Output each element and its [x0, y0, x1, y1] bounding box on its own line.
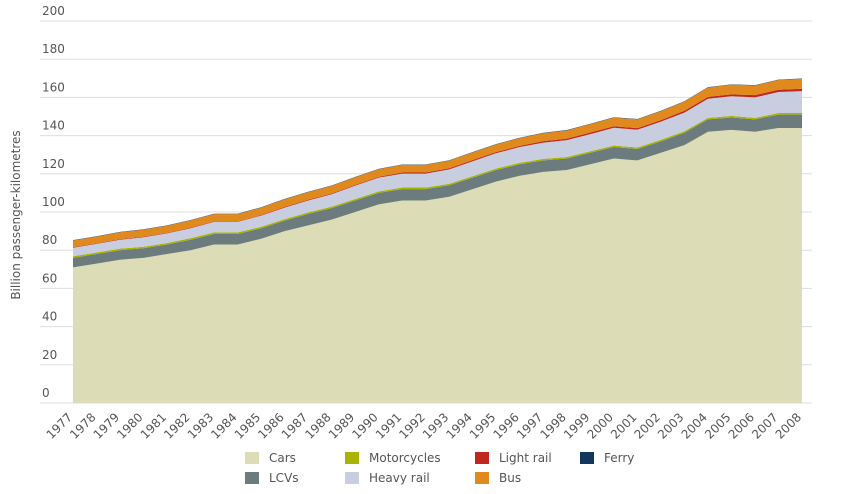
y-tick-label: 100 [42, 195, 65, 209]
x-tick-label: 1997 [514, 410, 545, 441]
legend-swatch [245, 452, 259, 464]
legend-label: Cars [269, 451, 296, 465]
y-tick-label: 140 [42, 119, 65, 133]
x-tick-label: 1979 [91, 410, 122, 441]
x-tick-label: 2002 [632, 410, 663, 441]
legend-swatch [580, 452, 594, 464]
y-tick-label: 60 [42, 271, 57, 285]
x-tick-label: 1996 [490, 410, 521, 441]
legend-label: Motorcycles [369, 451, 441, 465]
y-tick-label: 40 [42, 310, 57, 324]
x-tick-label: 2000 [584, 410, 615, 441]
area [73, 114, 802, 268]
x-tick-label: 2008 [773, 410, 804, 441]
legend-label: Ferry [604, 451, 634, 465]
y-tick-label: 160 [42, 80, 65, 94]
x-tick-label: 1982 [161, 410, 192, 441]
legend-label: LCVs [269, 471, 299, 485]
x-tick-label: 1986 [255, 410, 286, 441]
legend-swatch [245, 472, 259, 484]
x-tick-label: 2005 [702, 410, 733, 441]
x-tick-label: 1993 [420, 410, 451, 441]
legend-label: Heavy rail [369, 471, 430, 485]
x-tick-label: 1994 [443, 410, 474, 441]
x-tick-label: 1991 [373, 410, 404, 441]
x-tick-label: 1983 [185, 410, 216, 441]
y-tick-label: 80 [42, 233, 57, 247]
area [73, 91, 802, 257]
x-tick-label: 1978 [67, 410, 98, 441]
x-tick-label: 1987 [279, 410, 310, 441]
x-tick-label: 1985 [232, 410, 263, 441]
x-tick-label: 1981 [138, 410, 169, 441]
x-tick-label: 2006 [726, 410, 757, 441]
x-tick-label: 2003 [655, 410, 686, 441]
legend-swatch [475, 472, 489, 484]
legend-swatch [345, 452, 359, 464]
x-tick-label: 1988 [302, 410, 333, 441]
x-tick-label: 2007 [749, 410, 780, 441]
y-tick-label: 180 [42, 42, 65, 56]
x-tick-label: 1980 [114, 410, 145, 441]
x-tick-label: 1984 [208, 410, 239, 441]
x-tick-label: 1990 [349, 410, 380, 441]
legend-swatch [475, 452, 489, 464]
y-axis-label: Billion passenger-kilometres [9, 130, 23, 299]
x-tick-label: 2001 [608, 410, 639, 441]
legend-label: Light rail [499, 451, 552, 465]
y-tick-label: 20 [42, 348, 57, 362]
x-tick-label: 1998 [537, 410, 568, 441]
x-tick-label: 1989 [326, 410, 357, 441]
y-tick-label: 120 [42, 157, 65, 171]
legend-label: Bus [499, 471, 521, 485]
x-tick-label: 1992 [396, 410, 427, 441]
y-tick-label: 200 [42, 4, 65, 18]
x-tick-label: 2004 [679, 410, 710, 441]
area [73, 127, 802, 404]
y-tick-label: 0 [42, 386, 50, 400]
x-tick-label: 1995 [467, 410, 498, 441]
x-tick-label: 1977 [44, 410, 75, 441]
area [73, 78, 802, 248]
legend-swatch [345, 472, 359, 484]
x-tick-label: 1999 [561, 410, 592, 441]
